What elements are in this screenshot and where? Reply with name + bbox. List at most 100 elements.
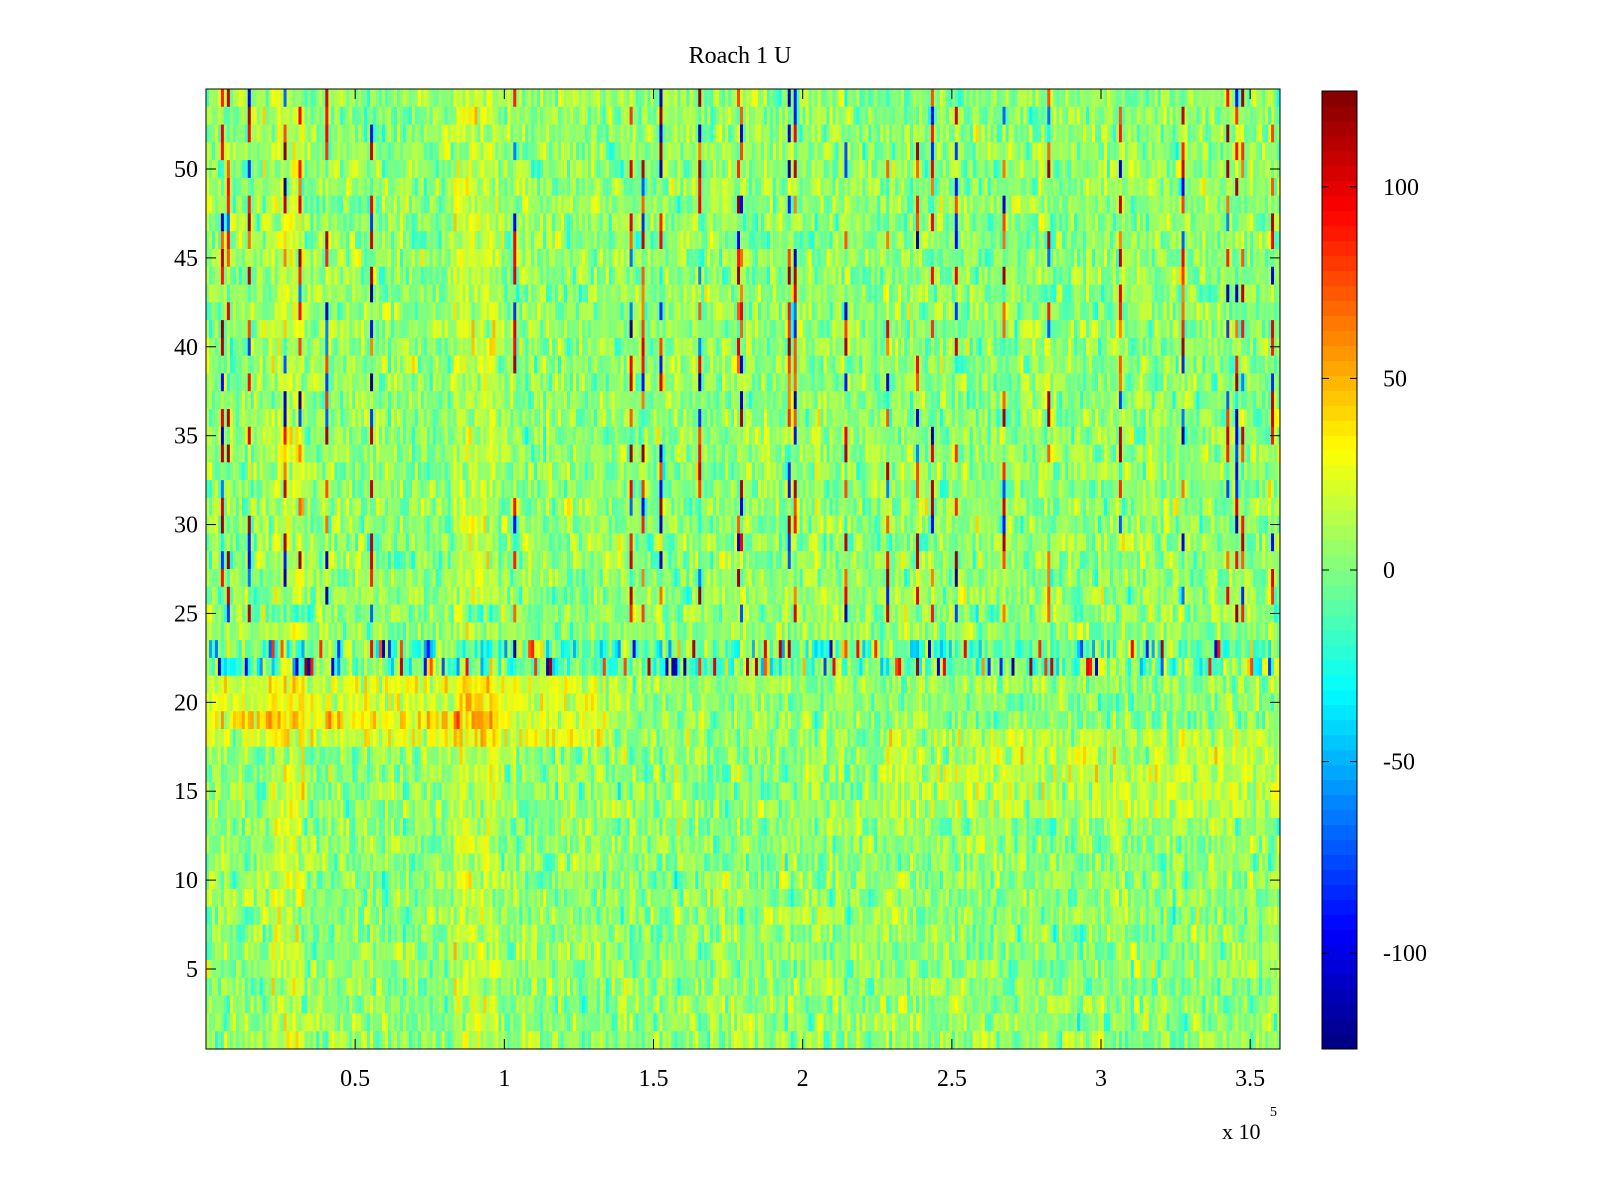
x-axis-multiplier-exponent: 5	[1270, 1105, 1277, 1120]
heatmap-row	[206, 1013, 1281, 1032]
heatmap-row	[206, 409, 1281, 428]
heatmap-row	[206, 373, 1281, 392]
heatmap-row	[206, 533, 1281, 552]
colorbar-step	[1322, 570, 1357, 586]
colorbar-step	[1322, 450, 1357, 466]
colorbar-step	[1322, 135, 1357, 152]
colorbar-step	[1322, 270, 1357, 287]
colorbar-step	[1322, 944, 1357, 960]
heatmap-row	[206, 800, 1281, 819]
colorbar-step	[1322, 120, 1357, 137]
colorbar-step	[1322, 480, 1357, 496]
colorbar-step	[1322, 495, 1357, 511]
colorbar-step	[1322, 974, 1357, 990]
colorbar-step	[1322, 390, 1357, 406]
colorbar-step	[1322, 315, 1357, 331]
colorbar-step	[1322, 584, 1357, 601]
colorbar-step	[1322, 225, 1357, 242]
heatmap-row	[206, 871, 1281, 890]
heatmap-row	[206, 320, 1281, 339]
colorbar-step	[1322, 210, 1357, 227]
heatmap-row	[206, 106, 1281, 125]
colorbar-step	[1322, 689, 1357, 706]
colorbar-step	[1322, 105, 1357, 122]
y-tick-label: 15	[174, 779, 198, 805]
heatmap-row	[206, 569, 1281, 588]
heatmap-row	[206, 782, 1281, 801]
colorbar-step	[1322, 659, 1357, 676]
colorbar-step	[1322, 749, 1357, 766]
x-tick-label: 0.5	[340, 1066, 370, 1092]
y-tick-label: 20	[174, 690, 198, 716]
heatmap-row	[206, 177, 1281, 197]
colorbar-step	[1322, 540, 1357, 556]
colorbar-step	[1322, 375, 1357, 391]
chart-title: Roach 1 U	[689, 43, 792, 69]
heatmap-row	[206, 426, 1281, 445]
heatmap-row	[206, 231, 1281, 250]
heatmap-row	[206, 266, 1281, 285]
colorbar-step	[1322, 300, 1357, 317]
colorbar-step	[1322, 794, 1357, 810]
colorbar-tick-label: -100	[1383, 941, 1427, 967]
y-tick-label: 30	[174, 513, 198, 539]
heatmap-row	[206, 480, 1281, 499]
y-tick-label: 35	[174, 424, 198, 450]
heatmap-row	[206, 746, 1281, 765]
y-tick-label: 40	[174, 335, 198, 361]
colorbar-step	[1322, 150, 1357, 167]
colorbar-tick-label: -50	[1383, 750, 1415, 776]
heatmap-row	[206, 195, 1281, 214]
heatmap-row	[206, 835, 1281, 854]
heatmap-cells	[206, 89, 1281, 1050]
heatmap-row	[206, 391, 1281, 410]
colorbar-step	[1322, 465, 1357, 481]
colorbar-step	[1322, 809, 1357, 825]
heatmap-row	[206, 586, 1281, 605]
colorbar-step	[1322, 180, 1357, 197]
colorbar-step	[1322, 405, 1357, 421]
heatmap-row	[206, 515, 1281, 534]
colorbar-step	[1322, 899, 1357, 915]
x-tick-label: 1.5	[639, 1066, 669, 1092]
colorbar-step	[1322, 435, 1357, 451]
colorbar-tick-label: 100	[1383, 175, 1419, 201]
y-tick-label: 50	[174, 157, 198, 183]
heatmap-row	[206, 711, 1281, 730]
colorbar-step	[1322, 420, 1357, 436]
colorbar-step	[1322, 255, 1357, 272]
heatmap-row	[206, 675, 1281, 694]
colorbar-step	[1322, 929, 1357, 945]
heatmap-row	[206, 729, 1281, 748]
heatmap-row	[206, 444, 1281, 463]
heatmap-row	[206, 213, 1281, 232]
colorbar-step	[1322, 165, 1357, 182]
colorbar-step	[1322, 510, 1357, 526]
heatmap-row	[206, 693, 1281, 712]
heatmap-row	[206, 302, 1281, 321]
heatmap-row	[206, 924, 1281, 943]
colorbar-step	[1322, 824, 1357, 840]
colorbar-step	[1322, 345, 1357, 361]
heatmap-row	[206, 622, 1281, 641]
heatmap-row	[206, 942, 1281, 961]
colorbar-step	[1322, 674, 1357, 691]
heatmap-row	[206, 764, 1281, 783]
heatmap-row	[206, 124, 1281, 143]
colorbar-step	[1322, 1019, 1357, 1035]
heatmap-row	[206, 142, 1281, 161]
heatmap-row	[206, 853, 1281, 872]
x-tick-label: 1	[498, 1066, 510, 1092]
heatmap-row	[206, 551, 1281, 570]
heatmap-row	[206, 337, 1281, 357]
colorbar-step	[1322, 195, 1357, 212]
x-tick-label: 3	[1095, 1066, 1107, 1092]
colorbar-step	[1322, 599, 1357, 616]
y-tick-label: 25	[174, 601, 198, 627]
x-axis: 0.5 1 1.5 2 2.5 3 3.5	[340, 89, 1265, 1092]
colorbar-step	[1322, 1034, 1357, 1050]
colorbar-step	[1322, 330, 1357, 346]
heatmap-row	[206, 817, 1281, 837]
x-tick-label: 2.5	[937, 1066, 967, 1092]
